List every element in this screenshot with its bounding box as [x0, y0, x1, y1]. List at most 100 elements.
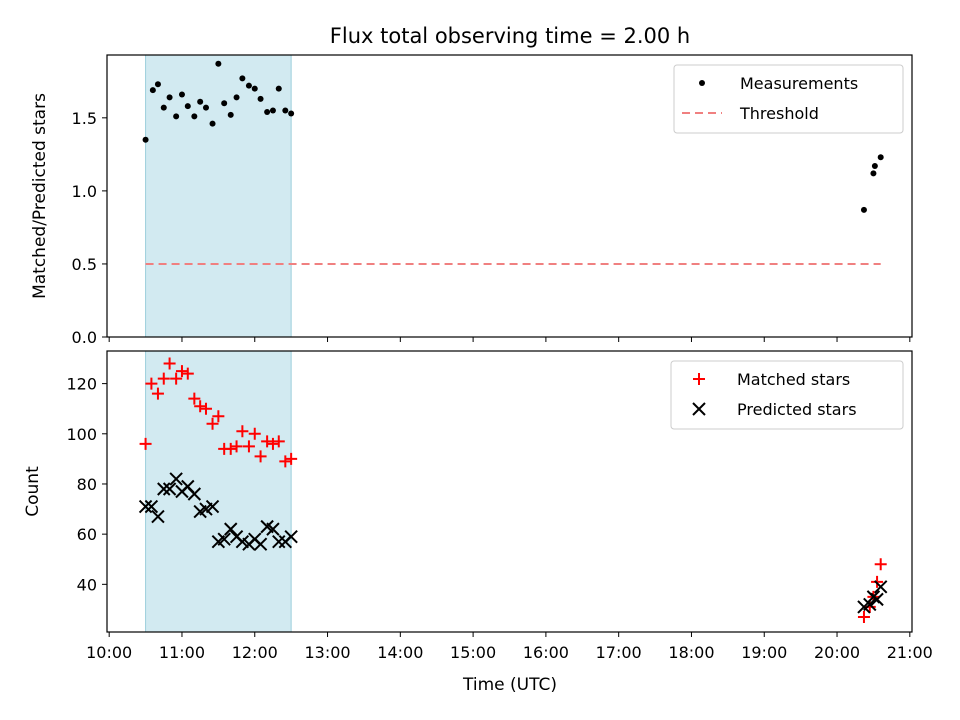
measurement-point [269, 107, 276, 114]
panel-ratio: 0.0 0.5 1.0 1.5 Matched/Predicted stars Measu… [30, 54, 913, 347]
matched-star-marker [272, 435, 285, 448]
matched-star-marker [261, 435, 274, 448]
matched-star-marker [157, 372, 170, 385]
matched-star-marker [266, 437, 279, 450]
x-tick-label: 14:00 [377, 643, 423, 662]
predicted-star-marker [224, 522, 238, 536]
measurement-point [221, 100, 228, 107]
x-tick-label: 11:00 [159, 643, 205, 662]
x-tick-label: 16:00 [523, 643, 569, 662]
panel-counts: 10:00 11:00 12:00 13:00 14:00 15:00 16:00 17:00… [23, 350, 933, 662]
measurement-point [282, 107, 289, 114]
measurement-point [202, 104, 209, 111]
x-tick-label: 21:00 [887, 643, 933, 662]
bottom-y-tick-label: 120 [66, 375, 97, 394]
predicted-star-marker [205, 499, 220, 514]
measurement-point [877, 154, 884, 161]
x-tick-label: 12:00 [232, 643, 278, 662]
matched-star-marker [285, 452, 298, 465]
matched-star-marker [254, 450, 267, 463]
predicted-star-marker [873, 580, 888, 594]
matched-star-marker [230, 440, 243, 453]
measurement-point [275, 85, 282, 92]
x-tick-label: 17:00 [596, 643, 642, 662]
legend-label: Matched stars [737, 370, 850, 389]
top-y-tick-label: 0.0 [72, 328, 97, 347]
matched-star-marker [175, 365, 188, 378]
measurement-point [227, 111, 234, 118]
predicted-star-marker [217, 532, 231, 546]
predicted-star-marker [870, 592, 884, 607]
matched-star-marker [181, 367, 194, 380]
matched-star-marker [242, 440, 255, 453]
top-plot-frame [106, 54, 913, 338]
measurement-point [184, 103, 191, 110]
measurement-point [142, 136, 149, 143]
bottom-y-tick-label: 40 [77, 575, 97, 594]
measurement-point [215, 60, 222, 67]
measurement-point [239, 75, 246, 82]
matched-star-marker [194, 400, 207, 413]
bottom-plot-frame [106, 350, 913, 633]
x-axis-label: Time (UTC) [462, 675, 557, 695]
matched-star-marker [199, 402, 212, 415]
predicted-star-marker [151, 509, 165, 524]
legend-predicted-swatch [692, 402, 706, 416]
matched-star-marker [145, 377, 158, 390]
measurement-point [860, 206, 867, 213]
matched-star-marker [224, 442, 237, 455]
x-tick-label: 19:00 [741, 643, 787, 662]
legend-matched-swatch [693, 373, 705, 385]
matched-star-marker [212, 410, 225, 423]
legend-label: Measurements [740, 74, 858, 93]
measurement-point [149, 87, 156, 94]
predicted-star-marker [144, 499, 159, 514]
matched-star-marker [857, 610, 870, 623]
measurement-point [870, 170, 877, 177]
matched-star-marker [170, 372, 183, 385]
measurement-point [264, 108, 271, 115]
measurement-point [871, 163, 878, 170]
bottom-y-tick-label: 100 [66, 425, 97, 444]
top-y-tick-label: 0.5 [72, 255, 97, 274]
measurement-point [233, 94, 240, 101]
matched-star-marker [188, 392, 201, 405]
measurement-point [251, 85, 258, 92]
matched-star-marker [236, 425, 249, 438]
matched-star-marker [279, 455, 292, 468]
measurement-point [191, 113, 198, 120]
x-tick-label: 15:00 [450, 643, 496, 662]
chart-title: Flux total observing time = 2.00 h [330, 24, 690, 48]
measurement-point [154, 81, 161, 88]
bottom-y-tick-label: 80 [77, 475, 97, 494]
predicted-star-marker [138, 499, 153, 514]
top-y-tick-label: 1.0 [72, 182, 97, 201]
x-tick-label: 20:00 [814, 643, 860, 662]
predicted-star-marker [284, 529, 298, 544]
measurement-point [209, 120, 216, 127]
measurement-point [173, 113, 180, 120]
top-y-axis-label: Matched/Predicted stars [30, 93, 50, 299]
measurement-point [166, 94, 173, 101]
legend-label: Threshold [739, 104, 819, 123]
predicted-star-marker [169, 472, 183, 486]
top-shaded-interval [145, 54, 292, 338]
predicted-star-marker [272, 534, 286, 549]
x-tick-label: 18:00 [668, 643, 714, 662]
measurement-point [160, 104, 167, 111]
matched-star-marker [874, 558, 887, 571]
top-y-tick-label: 1.5 [72, 109, 97, 128]
predicted-star-marker [187, 487, 202, 501]
predicted-star-marker [162, 482, 177, 496]
legend-measurement-swatch [699, 80, 705, 86]
legend-label: Predicted stars [737, 400, 857, 419]
measurement-point [245, 82, 252, 89]
x-tick-label: 10:00 [86, 643, 132, 662]
measurement-point [197, 98, 204, 105]
measurement-point [288, 110, 295, 117]
bottom-legend [670, 360, 904, 430]
measurement-point [178, 91, 185, 98]
bottom-y-tick-label: 60 [77, 525, 97, 544]
bottom-y-axis-label: Count [23, 466, 43, 517]
